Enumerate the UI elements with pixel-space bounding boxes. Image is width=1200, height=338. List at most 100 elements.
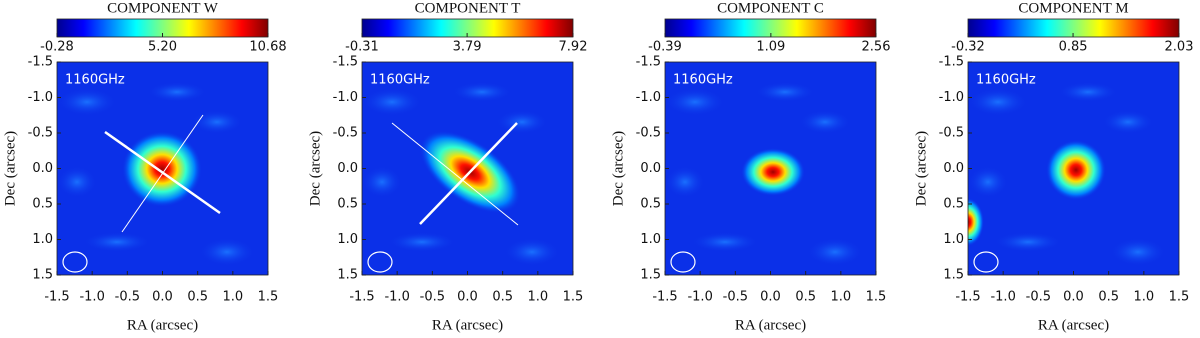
colorbar-tick-label: 7.92	[559, 40, 588, 55]
colorbar-tick-label: 0.85	[1059, 40, 1088, 55]
colorbar-tick-label: 1.09	[756, 40, 785, 55]
colorbar-tick-label: 2.56	[862, 40, 891, 55]
y-tick-label: -0.5	[28, 126, 53, 141]
noise	[968, 88, 1028, 116]
image-content	[968, 62, 1179, 275]
noise	[968, 166, 1008, 198]
colorbar-tick-label: -0.32	[951, 40, 985, 55]
noise	[57, 166, 97, 198]
y-tick-label: 1.5	[337, 268, 358, 283]
pa-line	[104, 130, 221, 215]
y-axis-label: Dec (arcsec)	[2, 131, 18, 206]
y-tick-label: -1.5	[333, 55, 358, 70]
noise	[755, 82, 815, 102]
noise	[147, 82, 207, 102]
x-tick-label: 0.5	[1098, 290, 1119, 305]
x-tick-label: 0.5	[492, 290, 513, 305]
y-tick-label: -1.0	[28, 90, 53, 105]
y-tick-label: -1.0	[939, 90, 964, 105]
panel-title: COMPONENT C	[717, 0, 824, 16]
x-tick-label: 1.0	[1133, 290, 1154, 305]
annotation: 1160GHz	[370, 73, 430, 88]
x-tick-label: 0.5	[187, 290, 208, 305]
y-axis-label: Dec (arcsec)	[913, 131, 929, 206]
noise	[362, 166, 402, 198]
noise	[1102, 110, 1154, 134]
y-tick-label: 1.0	[943, 232, 964, 247]
y-tick-label: 1.0	[337, 232, 358, 247]
image-layer	[665, 82, 863, 273]
source	[1046, 140, 1106, 200]
x-tick-label: 1.5	[866, 290, 887, 305]
x-tick-label: 0.5	[795, 290, 816, 305]
y-tick-label: 1.5	[943, 268, 964, 283]
noise	[1110, 238, 1166, 266]
noise	[388, 232, 456, 252]
beam	[62, 251, 88, 273]
y-tick-label: 0.0	[32, 161, 53, 176]
x-tick-label: -1.5	[44, 290, 69, 305]
x-tick-label: -0.5	[115, 290, 140, 305]
colorbar-tick-label: 3.79	[453, 40, 482, 55]
y-tick-label: 1.0	[32, 232, 53, 247]
x-axis-label: RA (arcsec)	[127, 317, 198, 333]
x-tick-label: -1.0	[384, 290, 409, 305]
image	[57, 62, 268, 275]
image	[665, 62, 876, 275]
colorbar-tick-label: -0.28	[40, 40, 74, 55]
y-tick-label: 0.0	[337, 161, 358, 176]
image-content	[362, 62, 573, 275]
y-tick-label: 0.0	[943, 161, 964, 176]
noise	[199, 238, 255, 266]
colorbar-tick-label: 2.03	[1165, 40, 1194, 55]
x-tick-label: 1.0	[830, 290, 851, 305]
noise	[83, 232, 151, 252]
x-tick-label: -0.5	[420, 290, 445, 305]
y-tick-label: -0.5	[333, 126, 358, 141]
y-tick-label: 1.5	[640, 268, 661, 283]
image-layer	[362, 82, 560, 273]
source	[741, 148, 805, 196]
y-axis-label: Dec (arcsec)	[610, 131, 626, 206]
noise	[665, 166, 705, 198]
image-layer	[57, 82, 255, 273]
beam	[973, 251, 999, 273]
y-tick-label: -1.0	[333, 90, 358, 105]
x-tick-label: -1.5	[955, 290, 980, 305]
x-tick-label: -0.5	[723, 290, 748, 305]
colorbar-tick-label: -0.39	[648, 40, 682, 55]
x-tick-label: 1.0	[527, 290, 548, 305]
image-content	[57, 62, 268, 275]
noise	[691, 232, 759, 252]
panel-title: COMPONENT M	[1018, 0, 1128, 16]
noise	[799, 110, 851, 134]
image-content	[665, 62, 876, 275]
x-tick-label: 0.0	[152, 290, 173, 305]
colorbar-tick-label: -0.31	[345, 40, 379, 55]
noise	[807, 238, 863, 266]
y-tick-label: 0.5	[32, 197, 53, 212]
y-tick-label: 1.0	[640, 232, 661, 247]
y-tick-label: -0.5	[636, 126, 661, 141]
x-tick-label: 1.5	[563, 290, 584, 305]
edge-source	[968, 198, 984, 246]
colorbar-tick-label: 10.68	[249, 40, 286, 55]
image	[968, 62, 1179, 275]
y-tick-label: 0.0	[640, 161, 661, 176]
x-tick-label: 0.0	[760, 290, 781, 305]
noise	[57, 88, 117, 116]
y-tick-label: -1.5	[636, 55, 661, 70]
y-tick-label: -0.5	[939, 126, 964, 141]
x-tick-label: 0.0	[1063, 290, 1084, 305]
x-tick-label: -1.5	[652, 290, 677, 305]
x-tick-label: 1.0	[222, 290, 243, 305]
y-tick-label: 0.5	[943, 197, 964, 212]
y-tick-label: -1.0	[636, 90, 661, 105]
annotation: 1160GHz	[976, 73, 1036, 88]
source	[122, 131, 202, 207]
x-axis-label: RA (arcsec)	[735, 317, 806, 333]
x-tick-label: -1.0	[990, 290, 1015, 305]
x-axis-label: RA (arcsec)	[432, 317, 503, 333]
pa-line	[419, 122, 518, 225]
